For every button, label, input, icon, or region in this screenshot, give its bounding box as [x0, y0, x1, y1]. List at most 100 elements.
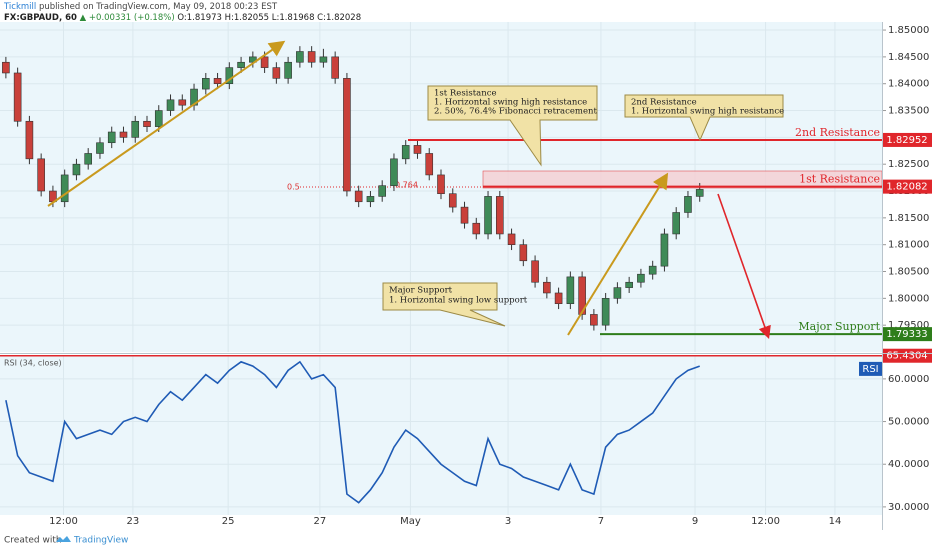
candle-body: [613, 287, 622, 299]
candle-body: [495, 196, 504, 235]
callout: [624, 94, 784, 142]
candle-body: [225, 67, 234, 85]
level-value: 1.79333: [886, 329, 927, 340]
projection-arrow: [717, 193, 771, 340]
candle-body: [378, 185, 387, 197]
candle-body: [319, 56, 328, 63]
published: published on TradingView.com, May 09, 20…: [39, 2, 278, 12]
candle-body: [366, 196, 375, 203]
legend-label: RSI: [862, 364, 878, 375]
candle-body: [107, 131, 116, 144]
candle-body: [625, 281, 633, 288]
callout-text: 1st Resistance: [434, 89, 497, 99]
candle-body: [637, 273, 645, 283]
y-tick-label: 1.83500: [888, 106, 929, 117]
x-tick-label: 12:00: [49, 516, 78, 527]
x-tick-label: 14: [829, 516, 842, 527]
y-tick-label: 1.79500: [888, 320, 929, 331]
candle-body: [60, 174, 69, 203]
candle-body: [448, 193, 457, 208]
x-tick-label: 25: [222, 516, 235, 527]
fib-label: 0.5: [287, 183, 300, 192]
level-tag: [882, 132, 932, 147]
footer-text: Created with: [4, 536, 62, 546]
trend-arrow: [567, 172, 669, 336]
y-tick-label: 40.0000: [888, 459, 929, 470]
callout: [427, 85, 598, 167]
candle-body: [307, 51, 316, 63]
x-tick-label: 9: [692, 516, 698, 527]
candle-body: [531, 260, 539, 283]
level-name: 1st Resistance: [799, 173, 880, 186]
rsi-line: [5, 360, 700, 504]
x-tick-label: 7: [598, 516, 604, 527]
candle-body: [472, 222, 481, 235]
x-tick-label: May: [400, 516, 421, 527]
level-value: 1.82082: [886, 182, 927, 193]
footer-bar: [0, 530, 932, 550]
candle-body: [178, 99, 187, 106]
y-tick-label: 50.0000: [888, 417, 929, 428]
x-tick-label: 3: [505, 516, 511, 527]
callout: [382, 282, 506, 327]
candle-body: [296, 51, 304, 63]
level-value: 65.4304: [886, 351, 927, 362]
rsi-pane: [0, 355, 882, 515]
candle-body: [543, 281, 551, 294]
y-tick-label: 1.84000: [888, 79, 929, 90]
level-name: 2nd Resistance: [795, 126, 880, 139]
candle-body: [343, 78, 351, 192]
candle-body: [272, 67, 281, 79]
rsi-title: RSI (34, close): [4, 359, 62, 368]
candle-body: [166, 99, 175, 111]
level-name: Major Support: [798, 320, 880, 333]
fib-label: 0.764: [395, 181, 418, 190]
callout-text: 2nd Resistance: [631, 98, 697, 108]
candle-body: [507, 233, 516, 245]
footer-brand[interactable]: TradingView: [73, 536, 128, 546]
candle-body: [284, 61, 292, 79]
candle-body: [72, 163, 81, 176]
candle-body: [401, 145, 410, 160]
candle-body: [213, 78, 222, 85]
callout-text: Major Support: [389, 286, 453, 296]
candle-body: [154, 110, 163, 127]
candle-body: [484, 196, 492, 235]
candle-body: [202, 78, 210, 90]
candle-body: [143, 120, 151, 127]
candle-body: [260, 56, 269, 68]
candle-body: [119, 131, 128, 138]
candle-body: [37, 158, 45, 192]
y-tick-label: 1.85000: [888, 25, 929, 36]
legend-tag: [859, 361, 882, 376]
header-line: Tickmill published on TradingView.com, M…: [3, 2, 278, 12]
candle-body: [425, 153, 434, 176]
candle-body: [590, 314, 598, 326]
candle-body: [672, 212, 681, 235]
level-tag: [882, 348, 932, 363]
y-tick-label: 1.82500: [888, 159, 929, 170]
header-line: FX:GBPAUD, 60 ▲ +0.00331 (+0.18%) O:1.81…: [4, 13, 361, 23]
y-tick-label: 1.80000: [888, 293, 929, 304]
candle-body: [684, 196, 692, 213]
level-tag: [882, 179, 932, 194]
ohlc: O:1.81973 H:1.82055 L:1.81968 C:1.82028: [177, 13, 361, 23]
candle-body: [96, 142, 104, 154]
candle-body: [519, 244, 528, 262]
x-tick-label: 12:00: [751, 516, 780, 527]
x-tick-label: 23: [127, 516, 140, 527]
y-tick-label: 1.81000: [888, 240, 929, 251]
change: ▲ +0.00331 (+0.18%): [80, 13, 175, 23]
candle-body: [2, 61, 10, 74]
y-tick-label: 1.80500: [888, 267, 929, 278]
y-tick-label: 30.0000: [888, 502, 929, 513]
y-tick-label: 60.0000: [888, 374, 929, 385]
callout-text: 2. 50%, 76.4% Fibonacci retracement: [434, 107, 597, 117]
candle-body: [578, 276, 586, 315]
callout-text: 1. Horizontal swing high resistance: [631, 107, 784, 117]
y-tick-label: 1.84500: [888, 52, 929, 63]
candle-body: [460, 206, 469, 224]
candle-body: [660, 233, 669, 267]
candle-body: [601, 298, 610, 326]
